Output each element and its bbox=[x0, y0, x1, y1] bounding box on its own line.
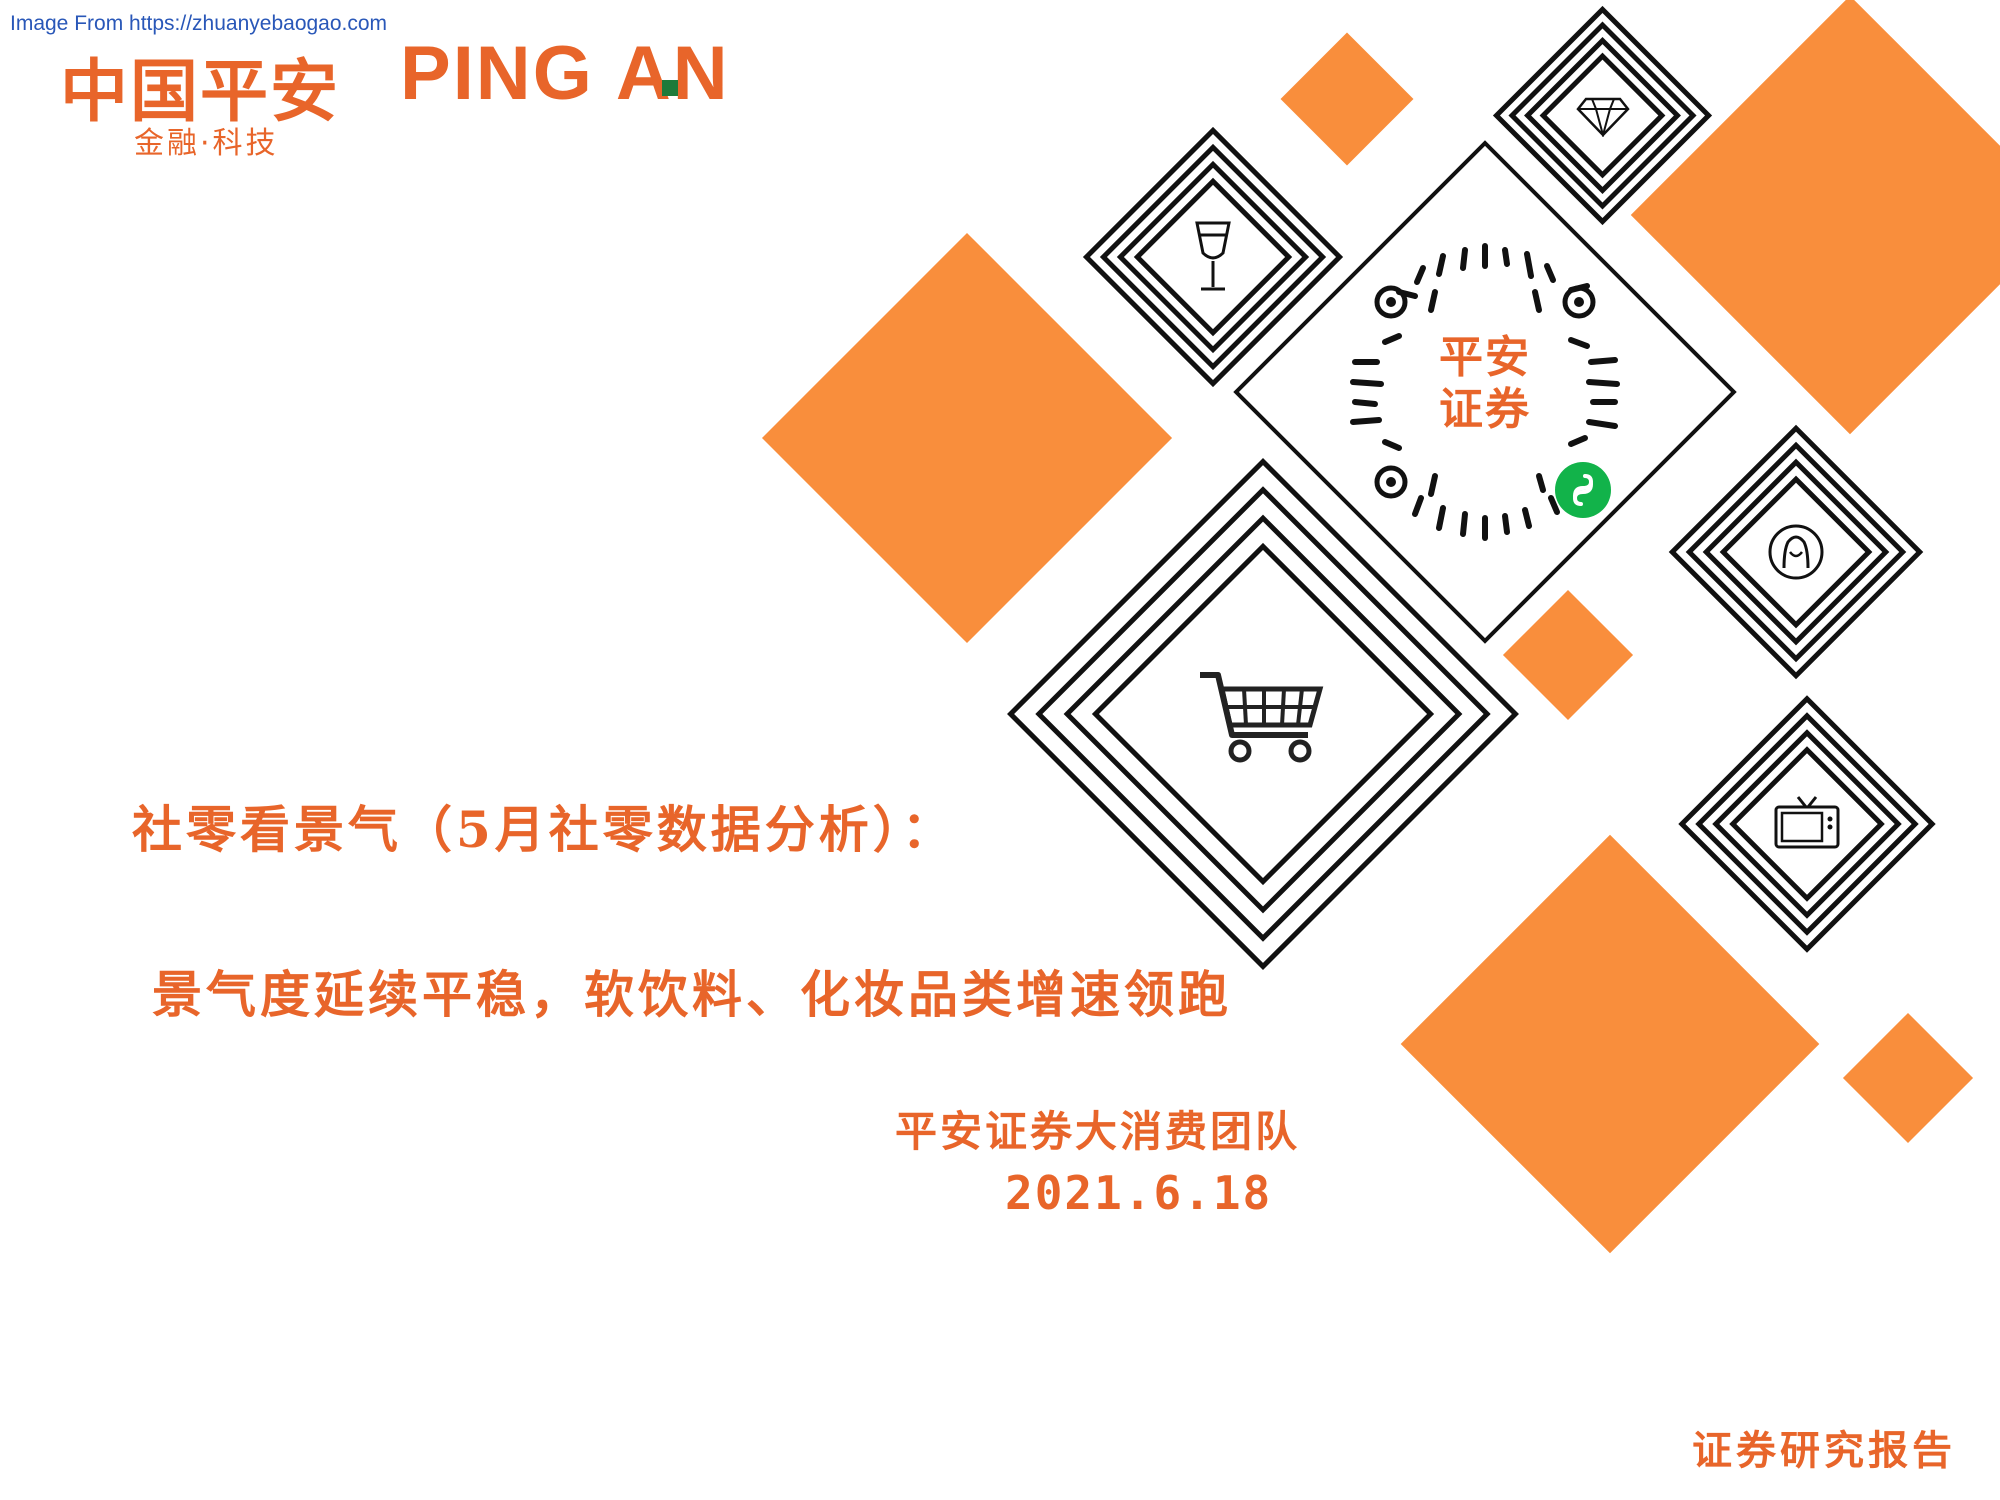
qr-code-pattern bbox=[1350, 243, 1620, 541]
brand-name-cn: 中国平安 bbox=[60, 53, 341, 132]
decor-diamond-small-bottom bbox=[1842, 1012, 1974, 1144]
tv-icon bbox=[1774, 796, 1840, 849]
qr-code-panel[interactable]: 平安 证券 bbox=[1233, 140, 1737, 644]
report-type-label: 证券研究报告 bbox=[1692, 1427, 1956, 1474]
brand-name-en-left: PING bbox=[400, 31, 594, 116]
cover-title-line2: 景气度延续平稳，软饮料、化妆品类增速领跑 bbox=[152, 965, 1232, 1024]
cover-team: 平安证券大消费团队 bbox=[895, 1107, 1301, 1156]
gem-diamond bbox=[1492, 5, 1713, 226]
tv-diamond bbox=[1678, 695, 1936, 953]
source-watermark: Image From https://zhuanyebaogao.com bbox=[10, 12, 388, 35]
cover-date: 2021.6.18 bbox=[1005, 1166, 1273, 1220]
brand-tagline: 金融·科技 bbox=[134, 126, 279, 161]
mini-program-icon bbox=[1555, 462, 1611, 518]
shopping-cart-icon bbox=[1200, 672, 1324, 763]
qr-center-line1: 平安 bbox=[1439, 332, 1531, 383]
person-diamond bbox=[1668, 424, 1924, 680]
brand-name-en-right: AN bbox=[615, 31, 730, 116]
cover-title-line1: 社零看景气（5月社零数据分析）： bbox=[132, 800, 956, 859]
diamond-icon bbox=[1576, 97, 1630, 137]
qr-center-line2: 证券 bbox=[1439, 384, 1531, 435]
brand-name-en: PING AN bbox=[400, 30, 730, 117]
brand-logo-mark bbox=[662, 80, 678, 96]
wine-glass-icon bbox=[1195, 221, 1231, 291]
cart-diamond bbox=[1007, 458, 1519, 970]
qr-center-label: 平安 证券 bbox=[1415, 332, 1555, 436]
wine-diamond bbox=[1082, 126, 1344, 388]
person-icon bbox=[1768, 524, 1824, 580]
